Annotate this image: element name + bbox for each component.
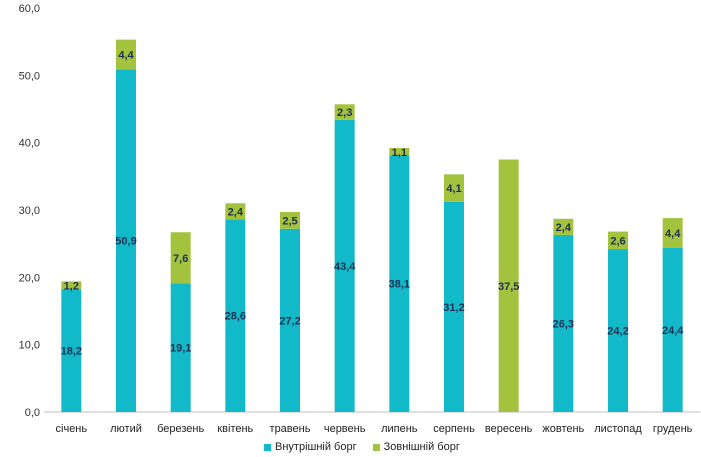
y-tick-label: 50,0 bbox=[19, 70, 40, 82]
bar-external-debt bbox=[553, 218, 574, 235]
data-label-internal-debt: 31,2 bbox=[443, 302, 464, 314]
data-label-internal-debt: 24,2 bbox=[607, 326, 628, 338]
legend-item-internal-debt: Внутрішній борг bbox=[264, 441, 357, 453]
bar-internal-debt bbox=[389, 155, 410, 412]
bar-internal-debt bbox=[116, 69, 136, 413]
bar-internal-debt bbox=[662, 247, 683, 412]
y-tick-label: 60,0 bbox=[19, 3, 40, 15]
y-tick-label: 10,0 bbox=[19, 340, 40, 352]
x-category-label: червень bbox=[324, 423, 366, 435]
bar-external-debt bbox=[280, 212, 300, 229]
bar-external-debt bbox=[116, 39, 136, 70]
x-category-label: серпень bbox=[433, 423, 475, 435]
data-label-internal-debt: 43,4 bbox=[334, 261, 356, 273]
x-category-label: вересень bbox=[485, 423, 533, 435]
data-label-external-debt: 4,4 bbox=[665, 228, 681, 240]
bar-external-debt bbox=[170, 232, 191, 284]
bar-external-debt bbox=[389, 148, 410, 156]
x-category-label: квітень bbox=[217, 423, 253, 435]
bars: 18,2 1,2 50,9 4,4 19,1 7,6 28,6 2,4 27,2 2,5 43,4 2… bbox=[61, 39, 684, 413]
data-label-external-debt: 1,1 bbox=[392, 147, 407, 159]
bar-external-debt bbox=[608, 231, 628, 250]
data-label-external-debt: 2,6 bbox=[610, 235, 625, 247]
data-label-external-debt: 1,2 bbox=[64, 280, 79, 292]
data-label-external-debt: 7,6 bbox=[173, 253, 188, 265]
legend-swatch-internal-debt bbox=[264, 443, 271, 451]
bar-internal-debt bbox=[225, 219, 246, 412]
x-category-label: грудень bbox=[653, 423, 693, 435]
bar-internal-debt bbox=[170, 283, 191, 412]
y-tick-label: 20,0 bbox=[19, 272, 40, 284]
x-category-label: травень bbox=[270, 423, 311, 435]
y-axis: 0,0 10,0 20,0 30,0 40,0 50,0 60,0 bbox=[19, 3, 40, 419]
data-label-internal-debt: 38,1 bbox=[389, 279, 410, 291]
bar-internal-debt bbox=[553, 234, 574, 412]
bar-internal-debt bbox=[444, 201, 464, 412]
x-axis-category-labels: січень лютий березень квітень травень червень… bbox=[56, 423, 693, 435]
data-label-internal-debt: 26,3 bbox=[553, 318, 574, 330]
bar-external-debt bbox=[444, 174, 464, 202]
x-category-label: жовтень bbox=[542, 423, 584, 435]
bar-external-debt bbox=[334, 104, 355, 120]
y-tick-label: 40,0 bbox=[19, 138, 40, 150]
legend-item-external-debt: Зовнішній борг bbox=[372, 441, 460, 453]
data-label-internal-debt: 18,2 bbox=[61, 346, 82, 358]
bar-internal-debt bbox=[608, 249, 628, 412]
bar-internal-debt bbox=[280, 228, 300, 412]
bar-external-debt bbox=[61, 281, 82, 290]
bar-internal-debt bbox=[334, 119, 355, 413]
bar-internal-debt bbox=[61, 289, 82, 412]
x-category-label: липень bbox=[381, 423, 418, 435]
legend-label-external-debt: Зовнішній борг bbox=[383, 441, 460, 453]
bar-external-debt bbox=[225, 203, 246, 220]
data-label-external-debt: 2,4 bbox=[228, 206, 244, 218]
data-label-internal-debt: 27,2 bbox=[279, 315, 300, 327]
bar-external-debt bbox=[662, 218, 683, 248]
legend: Внутрішній борг Зовнішній борг bbox=[264, 441, 460, 453]
y-tick-label: 0,0 bbox=[25, 407, 40, 419]
x-category-label: березень bbox=[157, 423, 204, 435]
data-label-external-debt: 37,5 bbox=[498, 281, 519, 293]
data-label-external-debt: 4,4 bbox=[118, 49, 134, 61]
legend-swatch-external-debt bbox=[372, 443, 380, 451]
bar-external-debt bbox=[498, 159, 519, 412]
data-label-internal-debt: 19,1 bbox=[170, 343, 191, 355]
data-label-internal-debt: 50,9 bbox=[115, 236, 136, 248]
x-category-label: листопад bbox=[594, 423, 642, 435]
x-category-label: січень bbox=[56, 423, 88, 435]
data-label-external-debt: 2,3 bbox=[337, 107, 352, 119]
data-label-internal-debt: 28,6 bbox=[225, 311, 246, 323]
data-label-external-debt: 2,4 bbox=[556, 222, 572, 234]
x-category-label: лютий bbox=[110, 423, 142, 435]
data-label-internal-debt: 24,4 bbox=[662, 325, 684, 337]
data-label-external-debt: 4,1 bbox=[446, 183, 461, 195]
data-label-external-debt: 2,5 bbox=[282, 215, 297, 227]
y-tick-label: 30,0 bbox=[19, 205, 40, 217]
legend-label-internal-debt: Внутрішній борг bbox=[275, 441, 357, 453]
